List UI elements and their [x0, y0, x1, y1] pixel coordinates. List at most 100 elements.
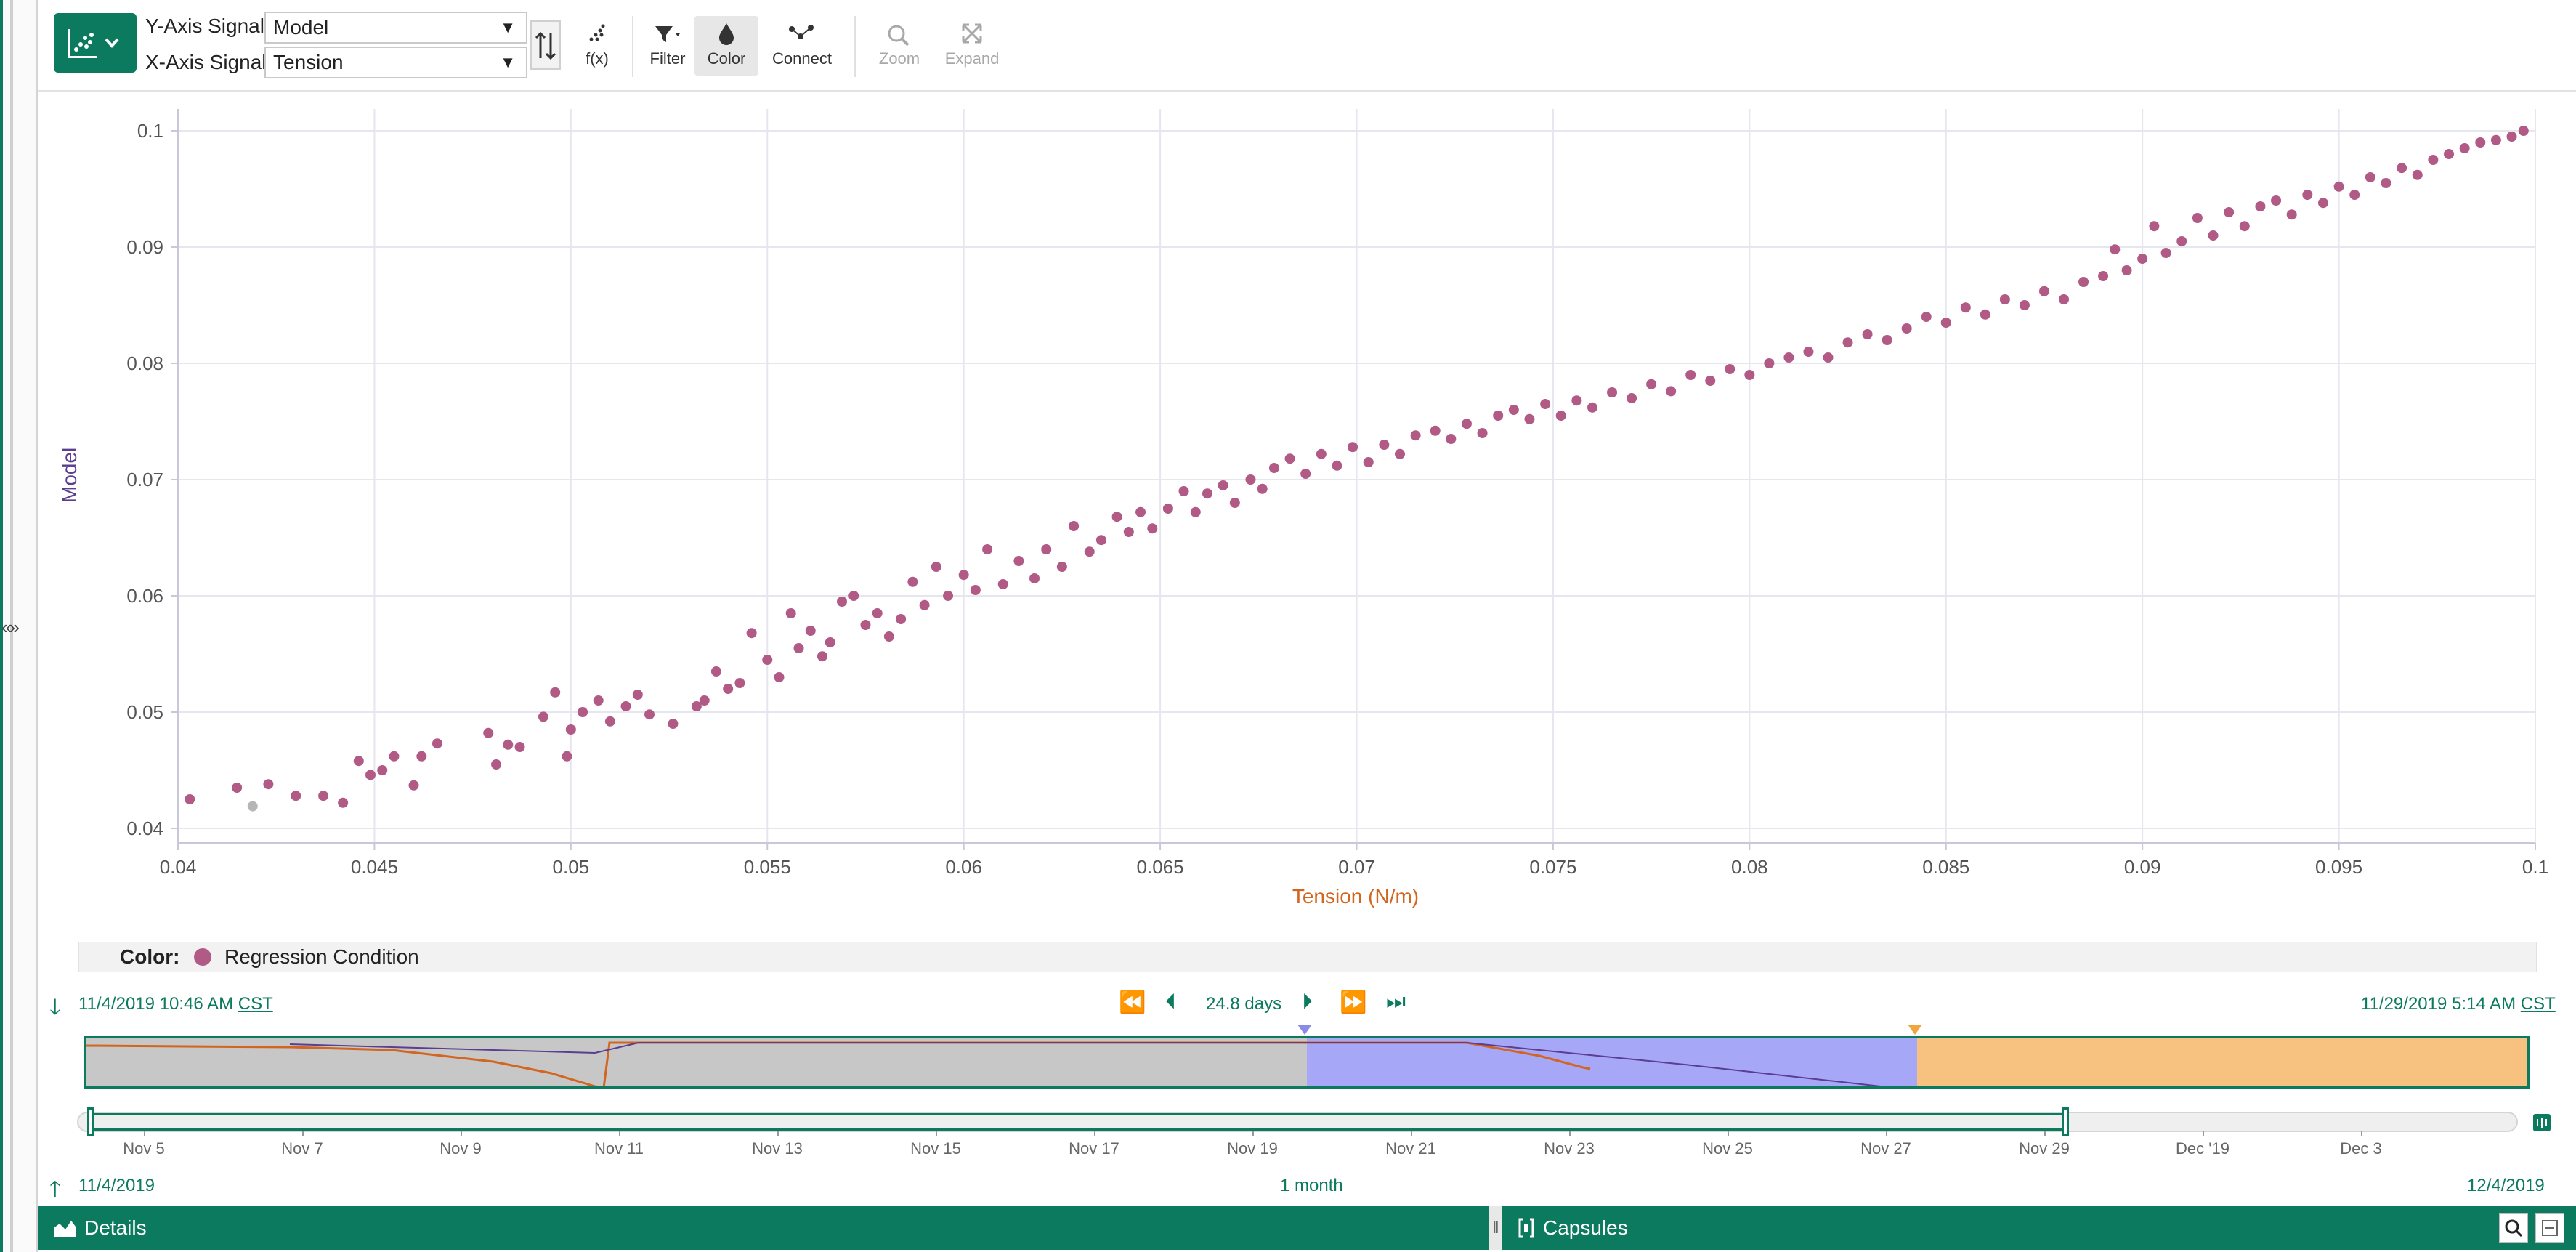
scatter-point — [1218, 480, 1228, 490]
x-axis-signal-select[interactable]: Tension ▼ — [264, 47, 527, 78]
display-range-start-tz[interactable]: CST — [238, 994, 273, 1014]
scatter-point — [578, 707, 588, 717]
color-tool-button[interactable]: Color — [696, 17, 757, 68]
fx-tool-label: f(x) — [586, 49, 609, 68]
x-tick-label: 0.085 — [1922, 856, 1970, 878]
x-tick-label: 0.075 — [1529, 856, 1577, 878]
date-tick-label: Nov 23 — [1544, 1139, 1595, 1158]
scatter-point — [1882, 335, 1892, 345]
date-tick-label: Nov 9 — [440, 1139, 482, 1158]
minimize-icon — [2542, 1220, 2558, 1236]
scatter-point — [1607, 387, 1618, 397]
investigate-range-selection[interactable] — [90, 1113, 2066, 1131]
capsules-panel-header[interactable]: Capsules — [1502, 1206, 2528, 1250]
display-duration[interactable]: 24.8 days — [1206, 994, 1282, 1014]
scatter-point — [2349, 190, 2360, 200]
y-axis-title: Model — [58, 447, 81, 503]
date-tick-mark — [1252, 1131, 1254, 1136]
step-back-button[interactable]: ⏴ — [1165, 990, 1176, 1014]
display-range-end[interactable]: 11/29/2019 5:14 AM CST — [2361, 994, 2556, 1014]
scatter-point — [1135, 506, 1146, 517]
x-tick-label: 0.055 — [743, 856, 791, 878]
scatter-point — [793, 643, 804, 653]
scatter-point — [1041, 544, 1052, 554]
details-panel-header[interactable]: Details — [38, 1206, 1489, 1250]
connect-tool-button[interactable]: Connect — [767, 17, 837, 68]
y-axis-signal-value: Model — [273, 16, 329, 39]
expand-tool-button[interactable]: Expand — [940, 17, 1004, 68]
range-start-handle[interactable] — [87, 1107, 94, 1136]
scatter-point — [263, 779, 274, 790]
zoom-icon — [888, 25, 910, 47]
y-tick-label: 0.05 — [126, 701, 163, 723]
scatter-point — [1316, 448, 1327, 459]
connect-tool-label: Connect — [772, 49, 832, 68]
capsule-marker-triangle — [1297, 1025, 1312, 1035]
scatter-point — [785, 608, 796, 618]
step-forward-button[interactable]: ⏵ — [1302, 990, 1313, 1014]
scatter-point — [232, 783, 243, 793]
step-forward-double-button[interactable]: ⏩ — [1340, 990, 1367, 1014]
display-range-down-arrow-icon[interactable]: 🡓 — [49, 995, 61, 1019]
toolbar-separator — [854, 16, 856, 77]
step-back-double-button[interactable]: ⏪ — [1119, 990, 1146, 1014]
capsules-panel-tools — [2484, 1206, 2576, 1250]
x-tick-label: 0.1 — [2522, 856, 2549, 878]
display-range-start[interactable]: 11/4/2019 10:46 AM CST — [78, 994, 273, 1014]
zoom-tool-button[interactable]: Zoom — [869, 17, 930, 68]
capsules-zoom-button[interactable] — [2499, 1213, 2528, 1243]
details-panel-title: Details — [84, 1216, 147, 1239]
y-axis-signal-label: Y-Axis Signal: — [145, 15, 270, 37]
scatter-point — [2160, 248, 2171, 258]
range-end-handle[interactable] — [2062, 1107, 2069, 1136]
filter-tool-button[interactable]: Filter — [644, 17, 692, 68]
display-range-end-tz[interactable]: CST — [2520, 994, 2556, 1014]
scatter-point — [2333, 181, 2344, 192]
scatter-point — [1084, 546, 1095, 557]
scatter-point — [2059, 294, 2069, 304]
scatter-point — [2255, 201, 2266, 211]
investigate-range-end[interactable]: 12/4/2019 — [2467, 1176, 2545, 1195]
scatter-point — [432, 738, 442, 749]
swap-axes-button[interactable] — [530, 20, 561, 70]
date-tick-mark — [1569, 1131, 1571, 1136]
x-tick-label: 0.09 — [2123, 856, 2161, 878]
plot-axes — [171, 109, 2536, 850]
scatter-point — [1229, 498, 1240, 508]
scatter-point — [483, 727, 494, 738]
legend-item-label[interactable]: Regression Condition — [224, 945, 419, 968]
y-tick-label: 0.1 — [137, 120, 163, 142]
jump-to-now-button[interactable]: ⏭ — [1386, 990, 1406, 1014]
scatter-point — [565, 724, 576, 735]
capsules-minimize-button[interactable] — [2535, 1213, 2564, 1243]
scatter-point — [2271, 195, 2282, 206]
scatter-point — [1332, 460, 1342, 471]
panel-collapse-toggle-icon[interactable]: «» — [1, 616, 20, 638]
date-tick-mark — [302, 1131, 304, 1136]
scatter-plot[interactable] — [0, 0, 2576, 916]
investigate-range-up-arrow-icon[interactable]: 🡑 — [49, 1177, 61, 1201]
range-link-button[interactable] — [2531, 1112, 2553, 1134]
scatter-point — [1587, 402, 1597, 413]
scatter-point — [1029, 573, 1040, 583]
y-axis-signal-select[interactable]: Model ▼ — [264, 12, 527, 44]
capsule-timeline[interactable] — [84, 1036, 2530, 1089]
scatter-point — [2302, 190, 2313, 200]
scatter-point — [1178, 486, 1189, 496]
scatter-point — [817, 651, 827, 662]
scatter-point — [620, 701, 631, 711]
chart-type-button[interactable] — [54, 13, 137, 73]
date-tick-mark — [2203, 1131, 2204, 1136]
scatter-point — [982, 544, 993, 554]
investigate-range-start[interactable]: 11/4/2019 — [78, 1176, 155, 1195]
investigate-range-duration[interactable]: 1 month — [1280, 1176, 1343, 1195]
x-tick-label: 0.05 — [552, 856, 590, 878]
plot-grid — [177, 109, 2536, 843]
date-tick-label: Nov 13 — [752, 1139, 803, 1158]
dropdown-caret-icon: ▼ — [500, 53, 516, 71]
fx-tool-button[interactable]: f(x) — [578, 17, 616, 68]
scatter-point — [1300, 469, 1311, 479]
x-tick-label: 0.04 — [159, 856, 197, 878]
panel-resize-handle[interactable]: ‖ — [1489, 1206, 1502, 1250]
capsule-segment[interactable] — [1917, 1038, 2527, 1086]
